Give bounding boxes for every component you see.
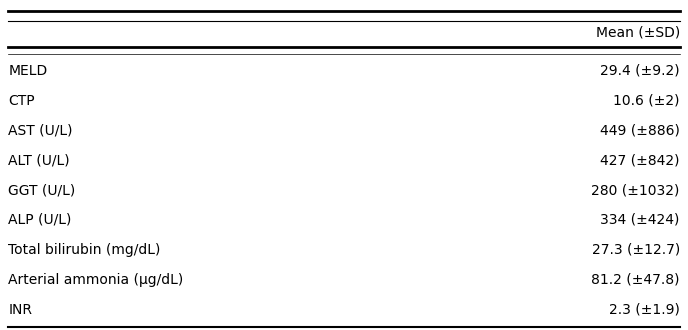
Text: Arterial ammonia (μg/dL): Arterial ammonia (μg/dL) [8,273,184,287]
Text: 27.3 (±12.7): 27.3 (±12.7) [592,243,680,257]
Text: Mean (±SD): Mean (±SD) [596,25,680,39]
Text: ALP (U/L): ALP (U/L) [8,213,72,227]
Text: MELD: MELD [8,64,47,78]
Text: 427 (±842): 427 (±842) [600,153,680,167]
Text: 81.2 (±47.8): 81.2 (±47.8) [591,273,680,287]
Text: 449 (±886): 449 (±886) [600,123,680,137]
Text: 29.4 (±9.2): 29.4 (±9.2) [600,64,680,78]
Text: GGT (U/L): GGT (U/L) [8,183,76,197]
Text: CTP: CTP [8,93,35,108]
Text: 2.3 (±1.9): 2.3 (±1.9) [609,303,680,316]
Text: 10.6 (±2): 10.6 (±2) [613,93,680,108]
Text: ALT (U/L): ALT (U/L) [8,153,70,167]
Text: INR: INR [8,303,32,316]
Text: Total bilirubin (mg/dL): Total bilirubin (mg/dL) [8,243,160,257]
Text: 280 (±1032): 280 (±1032) [592,183,680,197]
Text: AST (U/L): AST (U/L) [8,123,73,137]
Text: 334 (±424): 334 (±424) [601,213,680,227]
